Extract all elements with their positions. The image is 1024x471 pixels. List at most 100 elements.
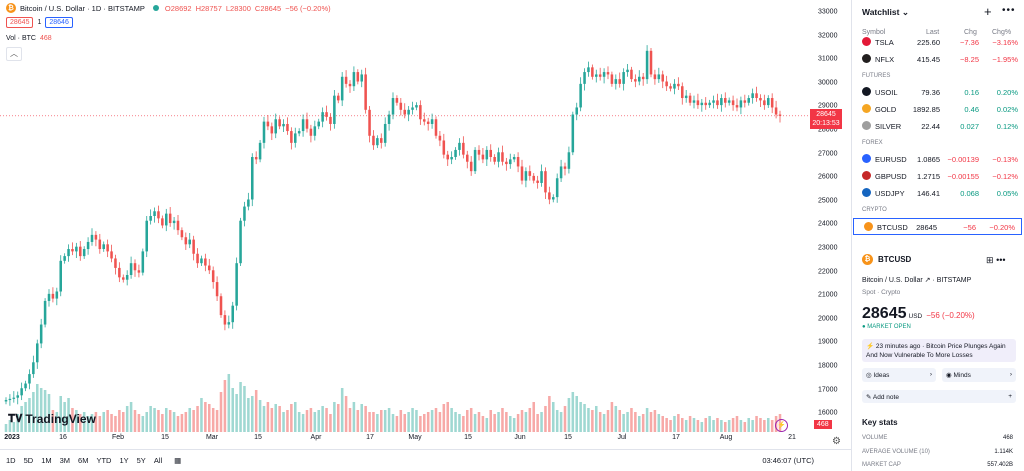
volume-bar (86, 416, 90, 432)
volume-bar (712, 420, 715, 432)
usdjpy-icon (862, 188, 871, 197)
range-1d[interactable]: 1D (6, 456, 16, 465)
range-6m[interactable]: 6M (78, 456, 89, 465)
watchlist-row-nflx[interactable]: NFLX 415.45 −8.25 −1.95% (852, 51, 1024, 68)
volume-bar (59, 396, 62, 432)
col-chg[interactable]: Chg (964, 29, 977, 36)
range-all[interactable]: All (153, 456, 163, 465)
price-tick: 21000 (818, 291, 838, 299)
candle (477, 149, 481, 155)
candle (399, 102, 403, 110)
candle (153, 211, 156, 216)
watchlist-row-silver[interactable]: SILVER 22.44 0.027 0.12% (852, 118, 1024, 135)
watchlist-title[interactable]: Watchlist ⌄ (862, 7, 909, 17)
range-3m[interactable]: 3M (59, 456, 71, 465)
price-tick: 26000 (818, 173, 838, 181)
watchlist-row-usoil[interactable]: USOIL 79.36 0.16 0.20% (852, 84, 1024, 101)
watchlist-row-usdjpy[interactable]: USDJPY 146.41 0.068 0.05% (852, 185, 1024, 202)
watchlist-section-label[interactable]: FOREX (862, 140, 883, 146)
candle (630, 69, 633, 80)
volume-bar (759, 418, 762, 432)
volume-bar (122, 412, 125, 432)
lightning-icon[interactable]: ⚡ (775, 419, 788, 432)
range-5d[interactable]: 5D (23, 456, 34, 465)
candle (71, 249, 74, 252)
volume-bar (634, 412, 637, 432)
bid-button[interactable]: 28645 (6, 17, 34, 28)
calendar-icon[interactable]: ▦ (174, 456, 182, 465)
ask-button[interactable]: 28646 (45, 17, 73, 28)
col-symbol[interactable]: Symbol (862, 29, 886, 36)
candle (337, 95, 340, 101)
candle (325, 112, 328, 117)
price-axis[interactable]: 33000 32000 31000 30000 29000 28000 27000 26000… (810, 0, 852, 432)
candle (247, 199, 250, 207)
candlestick-plot[interactable] (0, 0, 810, 432)
range-1y[interactable]: 1Y (119, 456, 129, 465)
candle (677, 83, 680, 87)
volume-bar (192, 410, 195, 432)
collapse-legend-button[interactable]: ︿ (6, 47, 22, 61)
watchlist-row-tsla[interactable]: TSLA 225.60 −7.36 −3.16% (852, 34, 1024, 51)
symbol-title[interactable]: Bitcoin / U.S. Dollar · 1D · BITSTAMP (20, 3, 145, 13)
utc-clock[interactable]: 03:46:07 (UTC) (762, 456, 814, 465)
tradingview-logo[interactable]: 𝐓𝐕 TradingView (8, 412, 96, 426)
minds-button[interactable]: ◉ Minds › (942, 368, 1016, 382)
range-ytd[interactable]: YTD (96, 456, 112, 465)
volume-bar (528, 408, 532, 432)
watchlist-section-label[interactable]: FUTURES (862, 73, 891, 79)
add-symbol-icon[interactable]: + (984, 4, 992, 19)
volume-bar (4, 424, 8, 432)
details-symbol[interactable]: BTCUSD (878, 255, 912, 264)
gear-icon[interactable]: ⚙ (832, 436, 841, 447)
volume-bar (102, 412, 105, 432)
more-icon[interactable]: ••• (1002, 5, 1016, 16)
candle (391, 98, 395, 115)
candle (552, 197, 555, 200)
candle (469, 161, 473, 172)
watchlist-row-gbpusd[interactable]: GBPUSD 1.2715 −0.00155 −0.12% (852, 168, 1024, 185)
candle (376, 138, 379, 146)
ideas-button[interactable]: ◎ Ideas › (862, 368, 936, 382)
range-5y[interactable]: 5Y (136, 456, 146, 465)
time-tick: Feb (111, 434, 125, 441)
watchlist-row-gold[interactable]: GOLD 1892.85 0.46 0.02% (852, 101, 1024, 118)
volume-bar (477, 412, 481, 432)
volume-bar (579, 402, 582, 432)
candle (211, 270, 215, 283)
volume-legend[interactable]: Vol · BTC 468 (6, 35, 52, 42)
news-headline[interactable]: ⚡ 23 minutes ago · Bitcoin Price Plunges… (862, 339, 1016, 362)
row-symbol: TSLA (875, 38, 894, 47)
stat-market-cap: MARKET CAP 557.402B (862, 462, 1013, 468)
add-note-button[interactable]: ✎ Add note + (862, 390, 1016, 403)
volume-bar (626, 412, 629, 432)
volume-bar (653, 410, 657, 432)
chart-area[interactable]: ₿ Bitcoin / U.S. Dollar · 1D · BITSTAMP … (0, 0, 852, 471)
range-1m[interactable]: 1M (41, 456, 52, 465)
volume-bar (372, 412, 375, 432)
more-icon[interactable]: ••• (996, 255, 1006, 265)
watchlist-row-eurusd[interactable]: EURUSD 1.0865 −0.00139 −0.13% (852, 151, 1024, 168)
candle (161, 218, 164, 226)
volume-bar (270, 408, 274, 432)
price-tick: 22000 (818, 268, 838, 276)
col-last[interactable]: Last (926, 29, 940, 36)
candle (466, 154, 469, 162)
candle (266, 121, 270, 127)
grid-icon[interactable]: ⊞ (986, 255, 994, 265)
row-change-percent: 0.20% (996, 88, 1018, 97)
time-axis[interactable]: 2023 16 Feb 15 Mar 15 Apr 17 May 15 Jun 15 Jul 17 Aug 2… (0, 432, 810, 446)
details-price: 28645 USD −56 (−0.20%) (862, 305, 975, 322)
col-chgpct[interactable]: Chg% (992, 29, 1012, 36)
volume-bar (426, 412, 430, 432)
watchlist-section-label[interactable]: CRYPTO (862, 207, 887, 213)
volume-bar (329, 414, 332, 432)
candle (509, 159, 512, 165)
candle (462, 142, 465, 155)
row-symbol: EURUSD (875, 155, 907, 164)
volume-bar (188, 408, 191, 432)
external-link-icon[interactable]: ↗ (924, 277, 931, 284)
spread-value: 1 (37, 19, 42, 26)
volume-bar (63, 402, 66, 432)
watchlist-row-btcusd[interactable]: BTCUSD 28645 −56 −0.20% (853, 218, 1022, 235)
